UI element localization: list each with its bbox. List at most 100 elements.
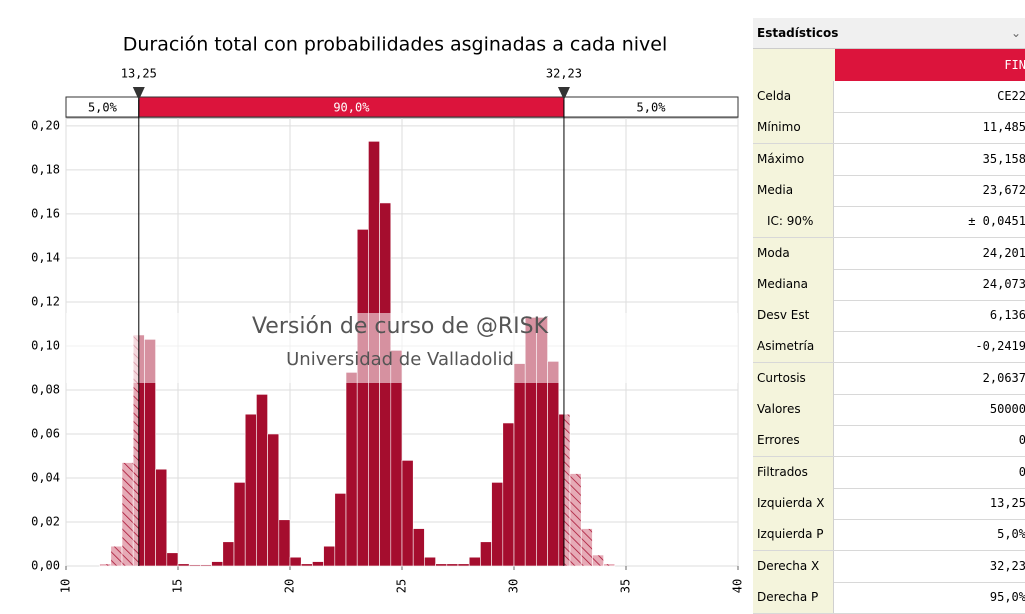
bar — [278, 519, 291, 567]
hatch-overlay — [99, 563, 112, 567]
y-tick-label: 0,14 — [31, 250, 60, 264]
y-tick-label: 0,18 — [31, 162, 60, 176]
y-tick-label: 0,20 — [31, 118, 60, 132]
stat-value: 2,0637 — [982, 370, 1025, 385]
x-tick-label: 40 — [731, 579, 745, 593]
stat-row: Máximo 35,158 — [753, 143, 1025, 176]
bar — [457, 563, 470, 567]
bar — [256, 394, 268, 567]
stat-row: Media 23,672 — [753, 174, 1025, 207]
bar — [412, 528, 425, 567]
stat-label: Mediana — [753, 268, 834, 300]
bar — [188, 564, 201, 567]
bar — [334, 493, 347, 567]
bar — [547, 361, 560, 567]
probability-label: 5,0% — [637, 101, 667, 115]
bar — [513, 363, 526, 567]
x-tick-label: 10 — [59, 579, 73, 593]
stat-value: 13,25 — [989, 495, 1025, 510]
bar — [323, 545, 336, 567]
chart-title: Duración total con probabilidades asgina… — [123, 34, 668, 56]
stat-value: 24,201 — [982, 245, 1025, 260]
stat-label: Celda — [753, 81, 834, 112]
bar — [155, 468, 168, 567]
stat-label: IC: 90% — [753, 206, 834, 238]
stat-row: Mínimo 11,485 — [753, 112, 1025, 145]
bar — [491, 482, 504, 567]
y-tick-label: 0,08 — [31, 382, 60, 396]
delimiter-label: 32,23 — [546, 67, 582, 81]
bar — [267, 433, 280, 567]
y-tick-label: 0,12 — [31, 294, 60, 308]
x-tick-label: 30 — [507, 579, 521, 593]
hatch-overlay — [603, 563, 616, 567]
x-tick-label: 15 — [171, 579, 185, 593]
probability-label: 90,0% — [333, 101, 370, 115]
stat-value: 50000 — [989, 402, 1025, 416]
stat-label: Desv Est — [753, 300, 834, 332]
bar — [312, 561, 324, 567]
stat-label: Máximo — [753, 143, 834, 175]
bar — [379, 202, 392, 567]
bar — [222, 541, 235, 567]
watermark: Universidad de Valladolid — [286, 349, 514, 370]
stat-row: Errores 0 — [753, 425, 1025, 458]
stat-value: 95,0% — [989, 589, 1025, 604]
bar — [233, 482, 246, 567]
stat-row: Moda 24,201 — [753, 237, 1025, 270]
stat-label: Errores — [753, 425, 834, 457]
bar — [435, 563, 448, 567]
stat-value: -0,2419 — [975, 339, 1025, 354]
y-tick-label: 0,02 — [31, 514, 60, 528]
stat-label: Media — [753, 174, 834, 206]
stat-row: Valores 50000 — [753, 394, 1025, 426]
bar — [345, 372, 358, 567]
stat-value: 0 — [1018, 433, 1025, 448]
bar — [356, 229, 369, 567]
stat-value: CE22 — [997, 89, 1025, 103]
bar — [300, 563, 313, 567]
x-tick-label: 20 — [283, 579, 297, 593]
stat-value: ± 0,0451 — [968, 214, 1025, 229]
header-blank — [753, 49, 836, 81]
bar — [289, 556, 302, 567]
stat-row: Derecha P 95,0% — [753, 581, 1025, 614]
y-tick-label: 0,00 — [31, 559, 60, 573]
hatch-overlay — [121, 462, 134, 567]
hatch-overlay — [580, 528, 593, 567]
stat-row: Celda CE22 — [753, 81, 1025, 113]
x-tick-label: 25 — [395, 579, 409, 593]
watermark: Versión de curso de @RISK — [252, 314, 549, 339]
hatch-overlay — [110, 545, 123, 567]
stat-label: Moda — [753, 237, 834, 269]
stat-value: 5,0% — [997, 527, 1025, 542]
y-tick-label: 0,04 — [31, 470, 60, 484]
bar — [177, 563, 190, 567]
stat-label: Valores — [753, 394, 834, 425]
stat-label: Izquierda P — [753, 519, 834, 551]
chart: Duración total con probabilidades asgina… — [31, 34, 745, 594]
stat-value: 35,158 — [982, 151, 1025, 166]
stat-row: IC: 90% ± 0,0451 — [753, 206, 1025, 239]
bar — [424, 556, 436, 567]
y-tick-label: 0,10 — [31, 338, 60, 352]
stat-value: 11,485 — [982, 120, 1025, 135]
stat-row: Izquierda P 5,0% — [753, 519, 1025, 552]
stat-row: Asimetría -0,2419 — [753, 331, 1025, 364]
panel-title-text: Estadísticos — [757, 26, 839, 40]
dropdown-icon[interactable]: ⌄ — [1011, 26, 1022, 40]
stat-row: Derecha X 32,23 — [753, 550, 1025, 583]
stat-row: Curtosis 2,0637 — [753, 362, 1025, 395]
column-header: FIN — [835, 49, 1025, 81]
bar — [200, 564, 212, 567]
stat-row: Izquierda X 13,25 — [753, 487, 1025, 520]
stat-label: Asimetría — [753, 331, 834, 363]
bar — [446, 563, 459, 567]
stat-row: Desv Est 6,136 — [753, 300, 1025, 333]
delimiter-label: 13,25 — [121, 67, 157, 81]
bar — [502, 422, 515, 567]
y-tick-label: 0,16 — [31, 206, 60, 220]
stat-value: 6,136 — [989, 308, 1025, 323]
stat-label: Derecha X — [753, 550, 834, 582]
